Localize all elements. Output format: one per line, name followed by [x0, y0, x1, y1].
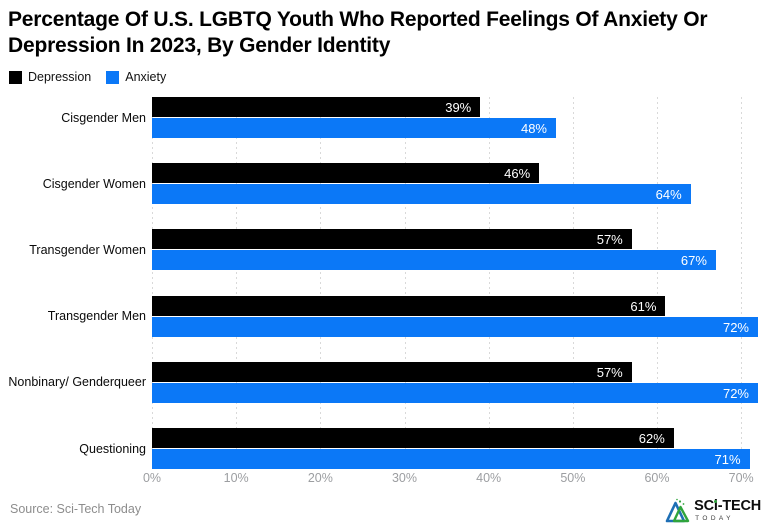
brand-text: SCi-TECH TODAY [694, 499, 761, 522]
bar-depression: 62% [152, 428, 674, 448]
category-label: Cisgender Men [61, 110, 146, 125]
bar-value-label: 57% [596, 364, 623, 380]
bar-value-label: 62% [638, 430, 665, 446]
legend-item-anxiety: Anxiety [106, 70, 166, 84]
category-label: Transgender Men [47, 309, 146, 324]
chart-title: Percentage Of U.S. LGBTQ Youth Who Repor… [8, 8, 708, 58]
source-note: Source: Sci-Tech Today [10, 502, 142, 516]
bar-anxiety: 64% [152, 184, 691, 204]
brand-subtitle: TODAY [695, 514, 734, 522]
bar-depression: 46% [152, 163, 540, 183]
logo-i-dot [713, 499, 718, 503]
plot-area: 39% 48% 46% 64% 57% 67% 61% 72% 57% 72% 62% 71% [152, 97, 758, 469]
legend-item-depression: Depression [9, 70, 91, 84]
gridline [488, 97, 490, 469]
bar-depression: 57% [152, 362, 632, 382]
legend-label: Depression [28, 70, 92, 84]
category-label: Cisgender Women [42, 176, 146, 191]
category-label: Questioning [79, 441, 146, 456]
bar-depression: 57% [152, 229, 632, 249]
x-tick-label: 20% [307, 471, 333, 485]
brand-name: SCi-TECH [694, 498, 761, 514]
bar-anxiety: 48% [152, 118, 556, 138]
gridline [404, 97, 406, 469]
bar-group: 62% 71% [152, 428, 758, 469]
bar-value-label: 64% [655, 186, 682, 202]
category-label: Nonbinary/ Genderqueer [8, 375, 146, 390]
bar-anxiety: 71% [152, 449, 750, 469]
gridline [657, 97, 658, 469]
bar-value-label: 39% [445, 99, 472, 115]
bar-value-label: 72% [722, 319, 749, 335]
bar-group: 39% 48% [152, 97, 758, 138]
bar-anxiety: 72% [152, 317, 758, 337]
bar-value-label: 71% [714, 451, 741, 467]
bar-group: 46% 64% [152, 163, 758, 204]
legend-swatch [9, 70, 22, 84]
legend-label: Anxiety [125, 70, 167, 84]
bar-anxiety: 72% [152, 383, 758, 403]
gridline [741, 97, 743, 469]
bar-anxiety: 67% [152, 250, 716, 270]
bar-value-label: 61% [630, 298, 657, 314]
bar-value-label: 72% [722, 385, 749, 401]
bar-value-label: 67% [680, 252, 707, 268]
bar-group: 57% 67% [152, 229, 758, 270]
gridline [152, 97, 153, 469]
value-axis: 0% 10% 20% 30% 40% 50% 60% 70% [143, 471, 758, 487]
bar-depression: 61% [152, 296, 666, 316]
bar-depression: 39% [152, 97, 481, 117]
bar-value-label: 48% [520, 120, 547, 136]
brand-logo: SCi-TECH TODAY [664, 497, 761, 524]
mountain-logo-icon [665, 498, 690, 523]
x-tick-label: 10% [223, 471, 249, 485]
bar-group: 57% 72% [152, 362, 758, 403]
gridline [572, 97, 574, 469]
legend: Depression Anxiety [9, 70, 166, 84]
bar-group: 61% 72% [152, 296, 758, 337]
x-tick-label: 0% [142, 471, 162, 485]
bar-value-label: 46% [504, 165, 531, 181]
gridline [320, 97, 322, 469]
legend-swatch [106, 70, 120, 84]
x-tick-label: 40% [476, 471, 502, 485]
bar-value-label: 57% [596, 231, 623, 247]
x-tick-label: 60% [644, 471, 670, 485]
x-tick-label: 70% [728, 471, 754, 485]
category-label: Transgender Women [29, 242, 146, 257]
x-tick-label: 30% [391, 471, 418, 485]
x-tick-label: 50% [560, 471, 586, 485]
gridline [236, 97, 238, 469]
